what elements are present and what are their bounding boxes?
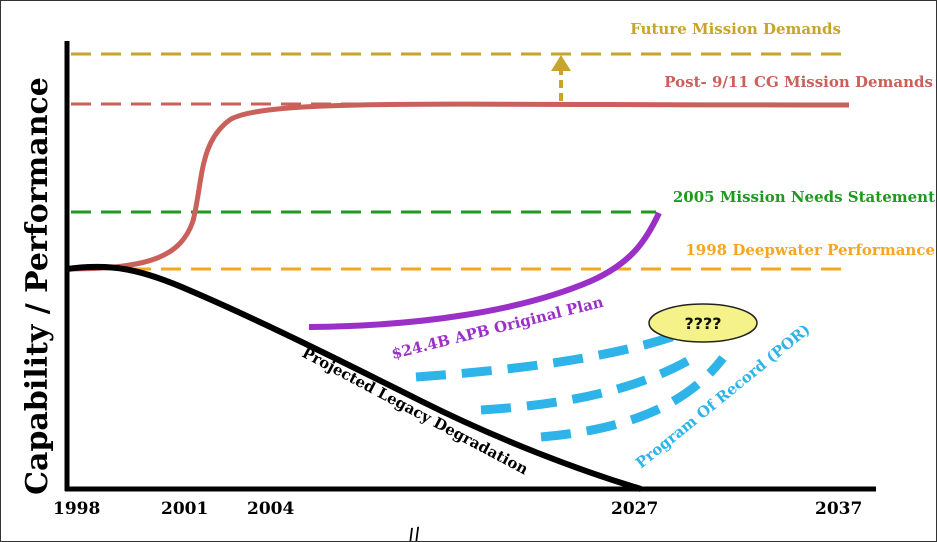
y-axis-title: Capability / Performance xyxy=(20,77,55,495)
original-plan-curve xyxy=(308,211,662,330)
original-plan-label: $24.4B APB Original Plan xyxy=(390,293,606,363)
axis-break-mark: // xyxy=(406,524,422,542)
uncertainty-bubble-text: ???? xyxy=(684,314,721,333)
uncertainty-bubble xyxy=(648,303,758,343)
legacy-degradation-curve xyxy=(66,263,642,492)
x-tick-2001: 2001 xyxy=(161,499,208,519)
por-curve-2 xyxy=(480,349,704,415)
x-tick-2004: 2004 xyxy=(247,499,294,519)
por-curve-1 xyxy=(415,329,683,382)
x-tick-1998: 1998 xyxy=(53,499,100,519)
future-demands-label: Future Mission Demands xyxy=(630,20,841,38)
deepwater1998-label: 1998 Deepwater Performance xyxy=(685,241,935,259)
post911-demands-label: Post- 9/11 CG Mission Demands xyxy=(664,73,933,91)
demand-growth-arrow-head xyxy=(551,55,571,71)
post911-demand-curve xyxy=(66,101,850,272)
mns2005-label: 2005 Mission Needs Statement xyxy=(673,188,935,206)
por-curve-3 xyxy=(540,355,727,442)
x-tick-2027: 2027 xyxy=(611,499,658,519)
x-tick-2037: 2037 xyxy=(815,499,862,519)
